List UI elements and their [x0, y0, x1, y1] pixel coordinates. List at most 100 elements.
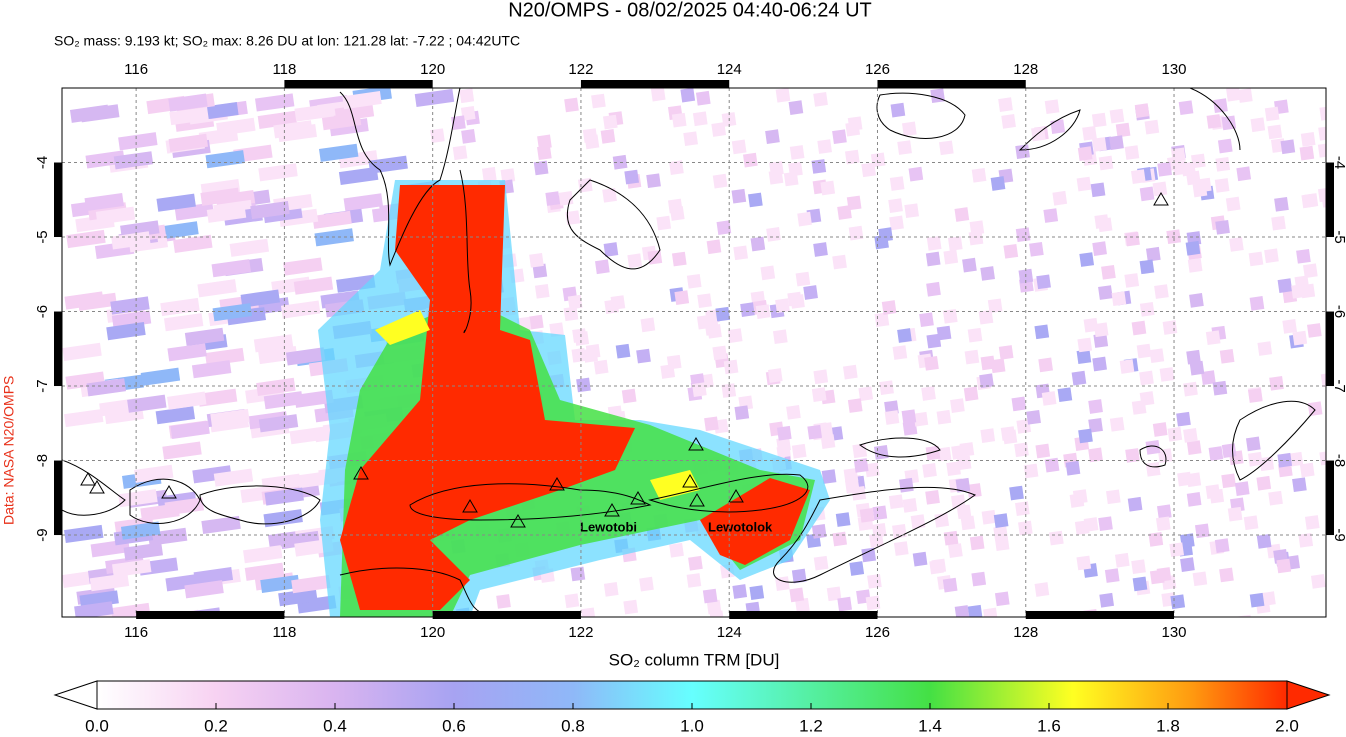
so2-pixel: [686, 273, 702, 289]
so2-pixel: [936, 325, 952, 341]
so2-pixel: [1131, 169, 1146, 184]
so2-pixel: [955, 477, 971, 493]
so2-pixel: [813, 242, 828, 257]
so2-pixel: [1226, 88, 1241, 102]
so2-pixel: [1044, 457, 1060, 473]
so2-pixel: [650, 88, 666, 102]
so2-pixel: [1201, 370, 1216, 385]
x-tick-label: 116: [124, 61, 148, 78]
so2-pixel: [1170, 594, 1186, 610]
so2-pixel: [1227, 506, 1243, 522]
so2-pixel: [197, 388, 238, 407]
so2-pixel: [946, 461, 961, 477]
so2-pixel: [528, 314, 544, 330]
x-tick-label: 116: [124, 624, 148, 641]
so2-pixel: [1134, 103, 1150, 118]
so2-pixel: [80, 104, 120, 123]
so2-pixel: [1023, 463, 1039, 479]
so2-pixel: [1088, 447, 1103, 463]
so2-pixel: [1044, 99, 1060, 115]
so2-pixel: [263, 509, 303, 528]
so2-pixel: [1274, 196, 1289, 212]
so2-pixel: [1219, 348, 1235, 364]
so2-pixel: [765, 129, 780, 144]
so2-pixel: [881, 300, 897, 315]
so2-pixel: [167, 343, 207, 362]
so2-pixel: [813, 369, 829, 385]
so2-pixel: [159, 221, 199, 240]
so2-pixel: [1213, 98, 1228, 113]
so2-pixel: [837, 205, 852, 220]
so2-pixel: [1139, 186, 1155, 202]
subtitle: SO₂ mass: 9.193 kt; SO₂ max: 8.26 DU at …: [54, 33, 520, 49]
so2-pixel: [878, 227, 893, 242]
so2-pixel: [1049, 530, 1064, 546]
so2-pixel: [1249, 296, 1265, 311]
so2-pixel: [791, 443, 807, 459]
so2-pixel: [889, 176, 905, 191]
so2-pixel: [1214, 178, 1230, 193]
so2-pixel: [942, 308, 958, 324]
colorbar-tick-label: 0.2: [204, 716, 228, 735]
so2-pixel: [861, 547, 877, 563]
so2-pixel: [1092, 241, 1107, 256]
y-tick-label: -7: [34, 379, 51, 392]
so2-pixel: [1189, 360, 1205, 376]
so2-pixel: [294, 389, 334, 408]
so2-pixel: [842, 364, 858, 380]
so2-pixel: [639, 576, 654, 592]
so2-pixel: [1098, 155, 1114, 171]
so2-pixel: [200, 187, 240, 206]
so2-pixel: [709, 610, 725, 617]
frame-bar: [877, 80, 1026, 88]
so2-pixel: [789, 145, 805, 160]
so2-pixel: [1026, 409, 1041, 425]
so2-pixel: [1221, 473, 1236, 489]
so2-pixel: [112, 559, 152, 578]
so2-pixel: [244, 562, 285, 581]
so2-pixel: [733, 245, 749, 261]
so2-pixel: [197, 279, 237, 298]
so2-pixel: [1009, 485, 1024, 501]
colorbar-tick-label: 0.6: [442, 716, 466, 735]
so2-pixel: [1303, 193, 1319, 208]
so2-pixel: [1029, 241, 1044, 257]
so2-pixel: [884, 410, 900, 425]
so2-pixel: [731, 188, 747, 204]
so2-pixel: [660, 364, 676, 379]
so2-pixel: [981, 509, 997, 525]
so2-pixel: [1269, 375, 1284, 391]
so2-pixel: [1088, 417, 1103, 433]
so2-pixel: [563, 306, 579, 322]
so2-pixel: [1249, 592, 1265, 608]
so2-pixel: [873, 445, 889, 460]
so2-pixel: [849, 561, 865, 576]
x-tick-label: 122: [568, 61, 593, 78]
so2-pixel: [291, 575, 331, 594]
so2-pixel: [1003, 243, 1019, 259]
so2-pixel: [1189, 293, 1204, 308]
so2-pixel: [184, 327, 225, 346]
so2-pixel: [640, 317, 656, 333]
so2-pixel: [1000, 426, 1016, 441]
volcano-label: Lewotobi: [580, 519, 637, 534]
so2-pixel: [1276, 558, 1292, 574]
so2-pixel: [1057, 387, 1073, 403]
so2-pixel: [624, 169, 640, 185]
so2-pixel: [170, 420, 210, 439]
so2-pixel: [688, 555, 703, 571]
y-tick-label: -9: [1331, 528, 1346, 541]
so2-pixel: [481, 166, 497, 182]
so2-pixel: [1149, 348, 1165, 363]
so2-pixel: [256, 377, 296, 396]
so2-pixel: [533, 160, 549, 176]
so2-pixel: [901, 121, 917, 137]
so2-pixel: [451, 115, 466, 131]
so2-pixel: [1215, 219, 1230, 235]
so2-pixel: [564, 593, 580, 609]
so2-pixel: [994, 536, 1010, 552]
so2-pixel: [1238, 88, 1253, 103]
so2-pixel: [1106, 489, 1121, 505]
frame-bar: [729, 611, 878, 619]
so2-pixel: [1248, 251, 1264, 267]
